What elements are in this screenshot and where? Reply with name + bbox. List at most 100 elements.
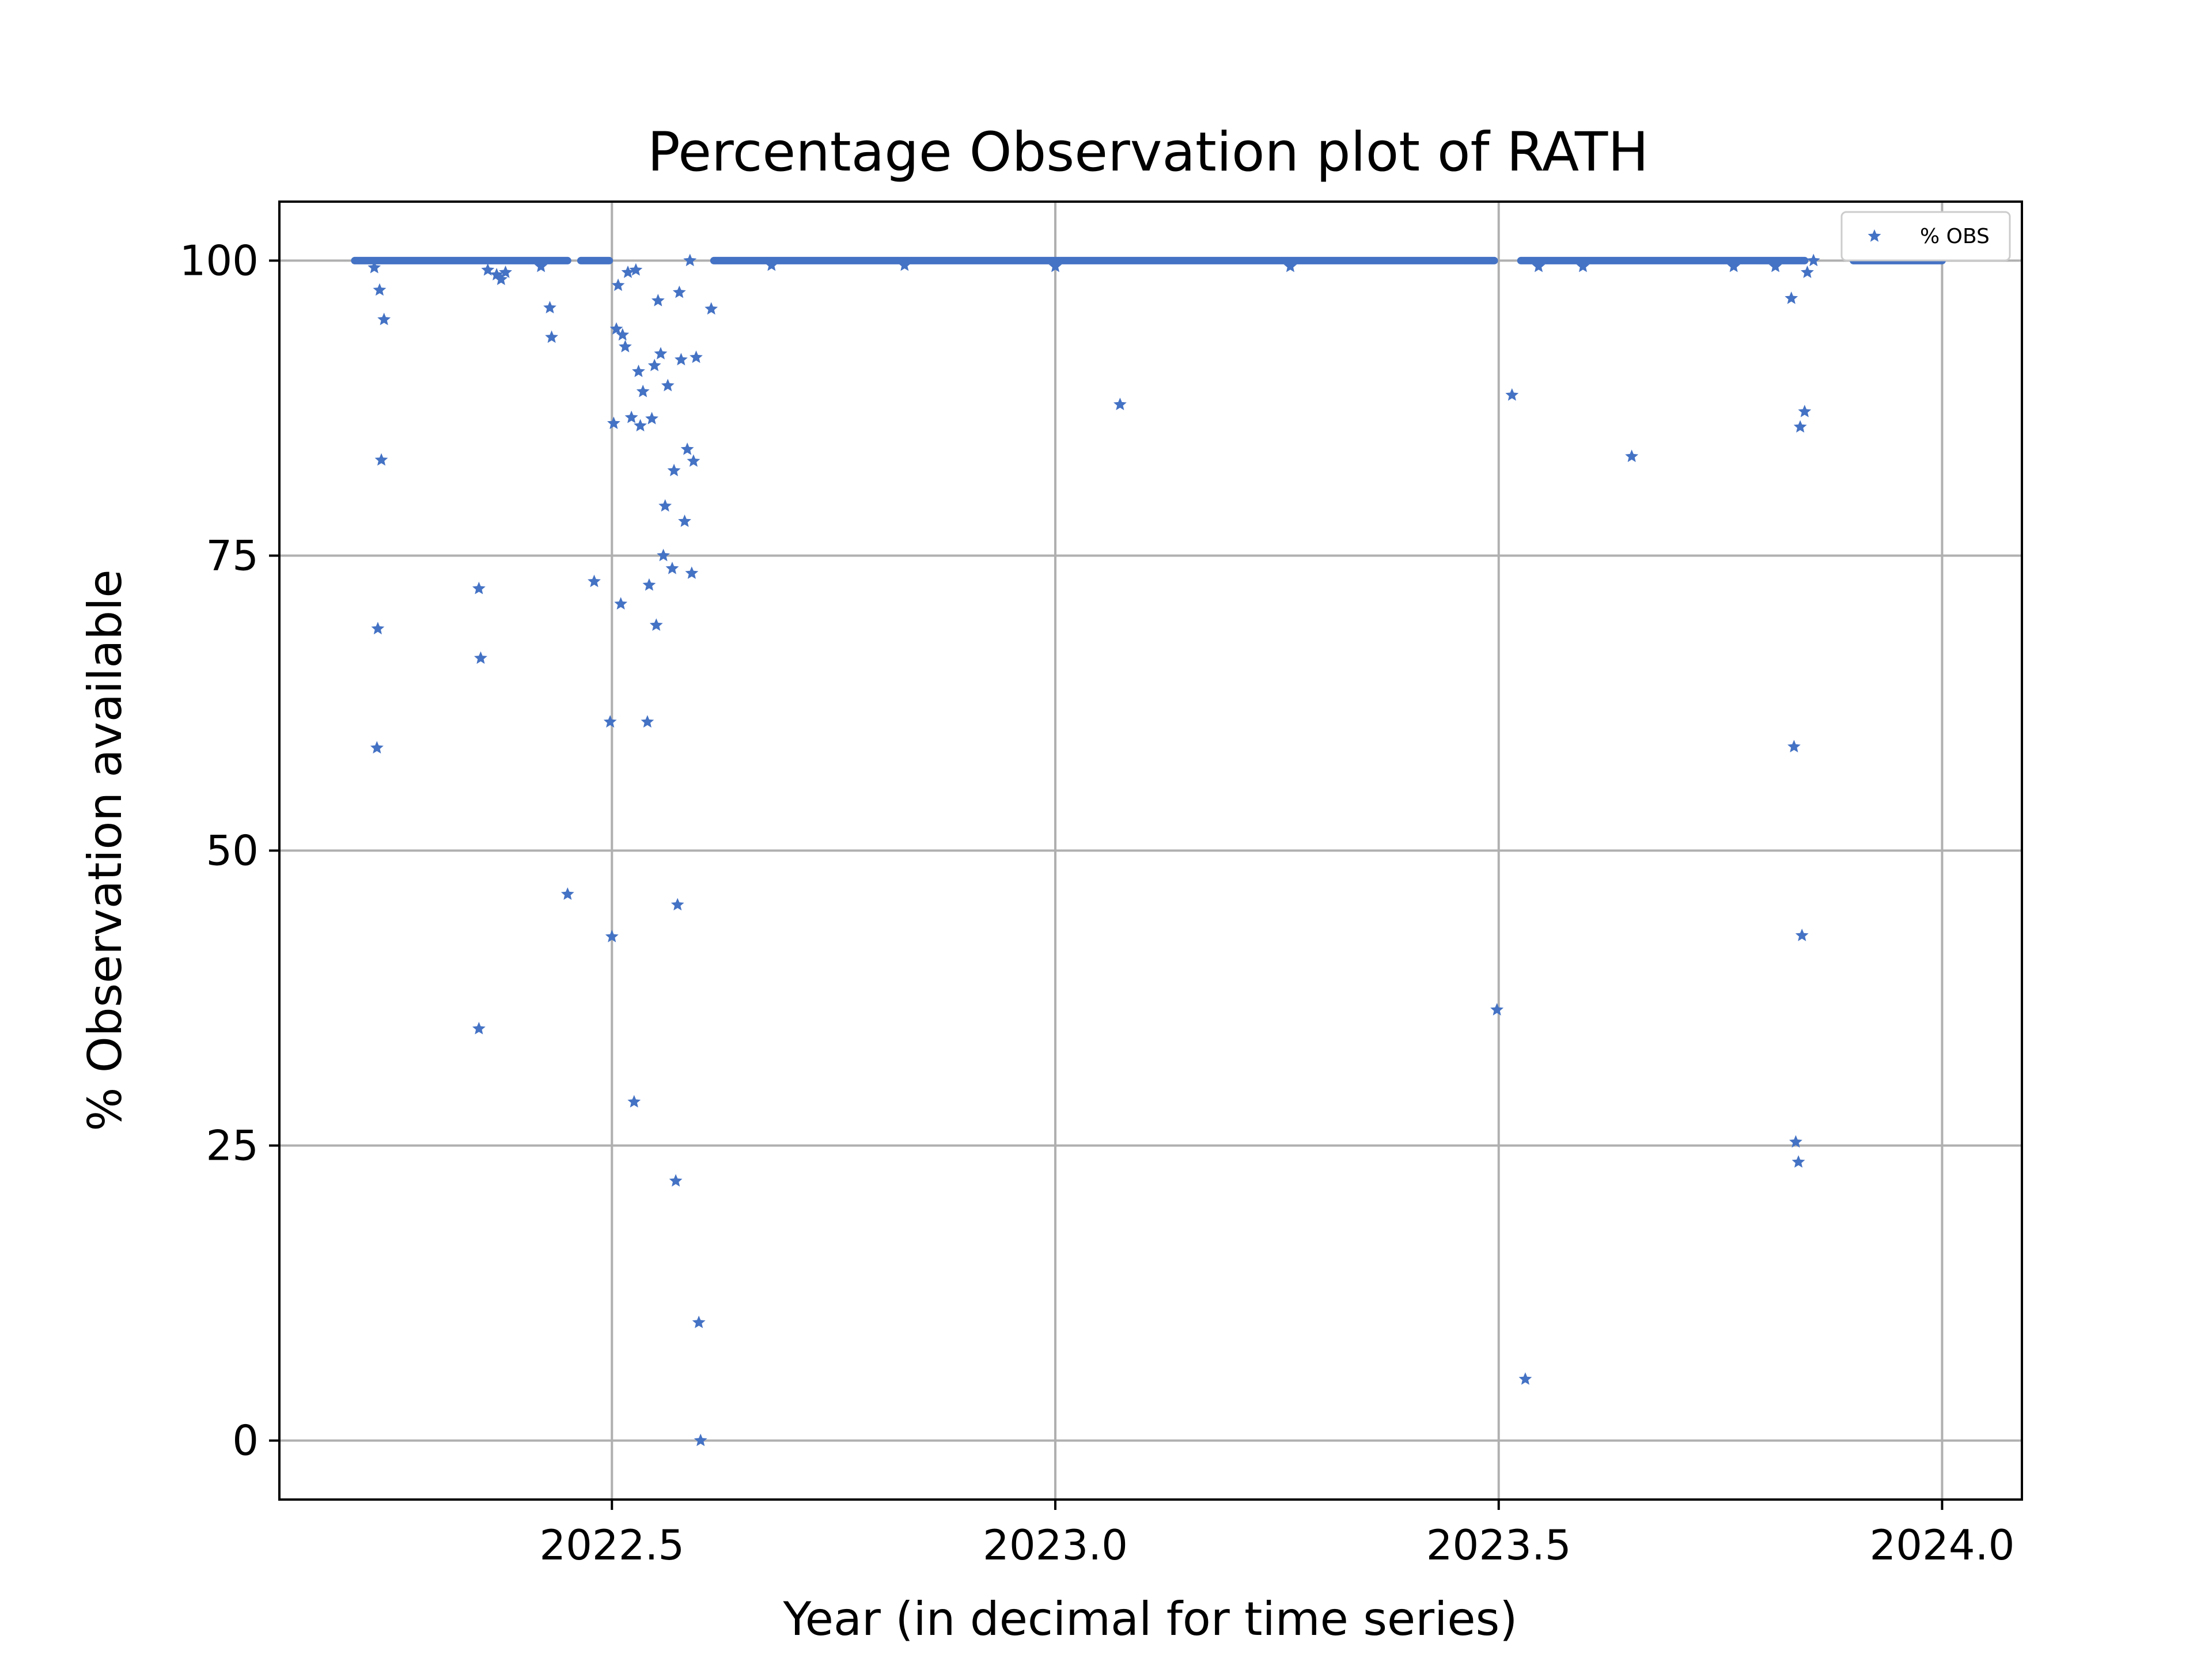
data-point [371,622,385,635]
grid-lines [279,202,2022,1500]
data-point [377,312,391,325]
data-point [692,1315,706,1328]
data-point [472,1021,486,1035]
data-point [636,384,650,397]
data-point [680,442,694,455]
data-point [694,1433,707,1447]
data-point [614,597,628,610]
data-point [370,741,384,754]
data-point [1789,1135,1802,1148]
legend: % OBS [1840,211,2011,262]
data-point [649,618,663,631]
y-axis-label: % Observation available [78,569,132,1131]
data-point [665,562,679,574]
data-point [1785,291,1798,304]
data-point [494,272,508,285]
data-point [588,574,601,588]
legend-box [1840,211,2011,262]
data-point [642,578,656,591]
data-point [690,350,703,364]
data-point [651,294,665,306]
x-tick-label: 2023.0 [983,1521,1128,1569]
data-point [632,364,645,377]
data-point [678,514,691,527]
x-axis-label: Year (in decimal for time series) [783,1592,1518,1646]
data-point [671,898,684,911]
data-point [1518,1372,1532,1385]
data-point [560,887,574,900]
data-point [1113,397,1127,410]
data-point [667,464,681,476]
x-tick-label: 2024.0 [1869,1521,2014,1569]
data-point [616,328,630,341]
data-point [1787,740,1801,752]
data-point [374,453,388,466]
data-point [669,1174,683,1187]
x-tick-label: 2023.5 [1426,1521,1571,1569]
data-point [658,499,672,512]
data-point [1532,259,1546,272]
data-point [1576,259,1590,272]
data-point [1727,259,1741,272]
data-point [1505,388,1519,401]
data-point [683,253,697,267]
data-point [1791,1155,1805,1168]
data-point [1801,265,1814,278]
data-point [1795,929,1809,941]
data-point [687,454,700,467]
data-point [1793,420,1807,433]
x-axis-ticks: 2022.5 2023.0 2023.5 2024.0 [539,1500,2014,1569]
data-point [609,322,623,335]
data-point [645,411,658,425]
data-point [647,358,661,372]
data-point [634,419,647,431]
data-point [472,581,486,595]
data-point [373,283,387,296]
data-point [545,330,558,343]
legend-marker [1868,229,1881,242]
data-point [1806,253,1820,267]
data-point [1490,1003,1504,1016]
data-point [654,347,668,359]
data-point [534,259,548,272]
y-axis-ticks: 0 25 50 75 100 [180,236,279,1465]
data-point [1798,404,1812,418]
x-tick-label: 2022.5 [539,1521,684,1569]
data-point [605,930,619,942]
data-point [619,339,632,353]
data-point [499,265,512,278]
data-point [624,410,638,423]
y-tick-label: 0 [232,1417,259,1465]
data-point [627,1095,641,1108]
data-point [1625,449,1639,463]
chart-title: Percentage Observation plot of RATH [647,121,1649,184]
data-point [765,258,778,271]
data-point [657,548,670,562]
legend-marker-icon [1868,229,1881,242]
legend-label: % OBS [1920,225,1990,248]
data-point [368,260,381,274]
data-point [603,715,617,728]
data-point [641,715,654,728]
data-point [704,302,718,315]
data-point [621,265,635,278]
y-tick-label: 25 [206,1122,259,1170]
data-point [661,378,675,392]
data-point [897,258,911,271]
data-point [607,417,620,429]
data-point [685,566,699,579]
data-point [1048,259,1062,272]
y-tick-label: 75 [206,531,259,580]
data-point [611,278,625,291]
data-point [1283,259,1297,272]
data-point [1768,259,1782,272]
y-tick-label: 50 [206,827,259,875]
data-point [629,263,643,276]
data-point [672,285,686,298]
y-tick-label: 100 [180,236,259,285]
data-point [474,651,487,664]
data-point [481,263,495,276]
data-point [675,353,688,366]
